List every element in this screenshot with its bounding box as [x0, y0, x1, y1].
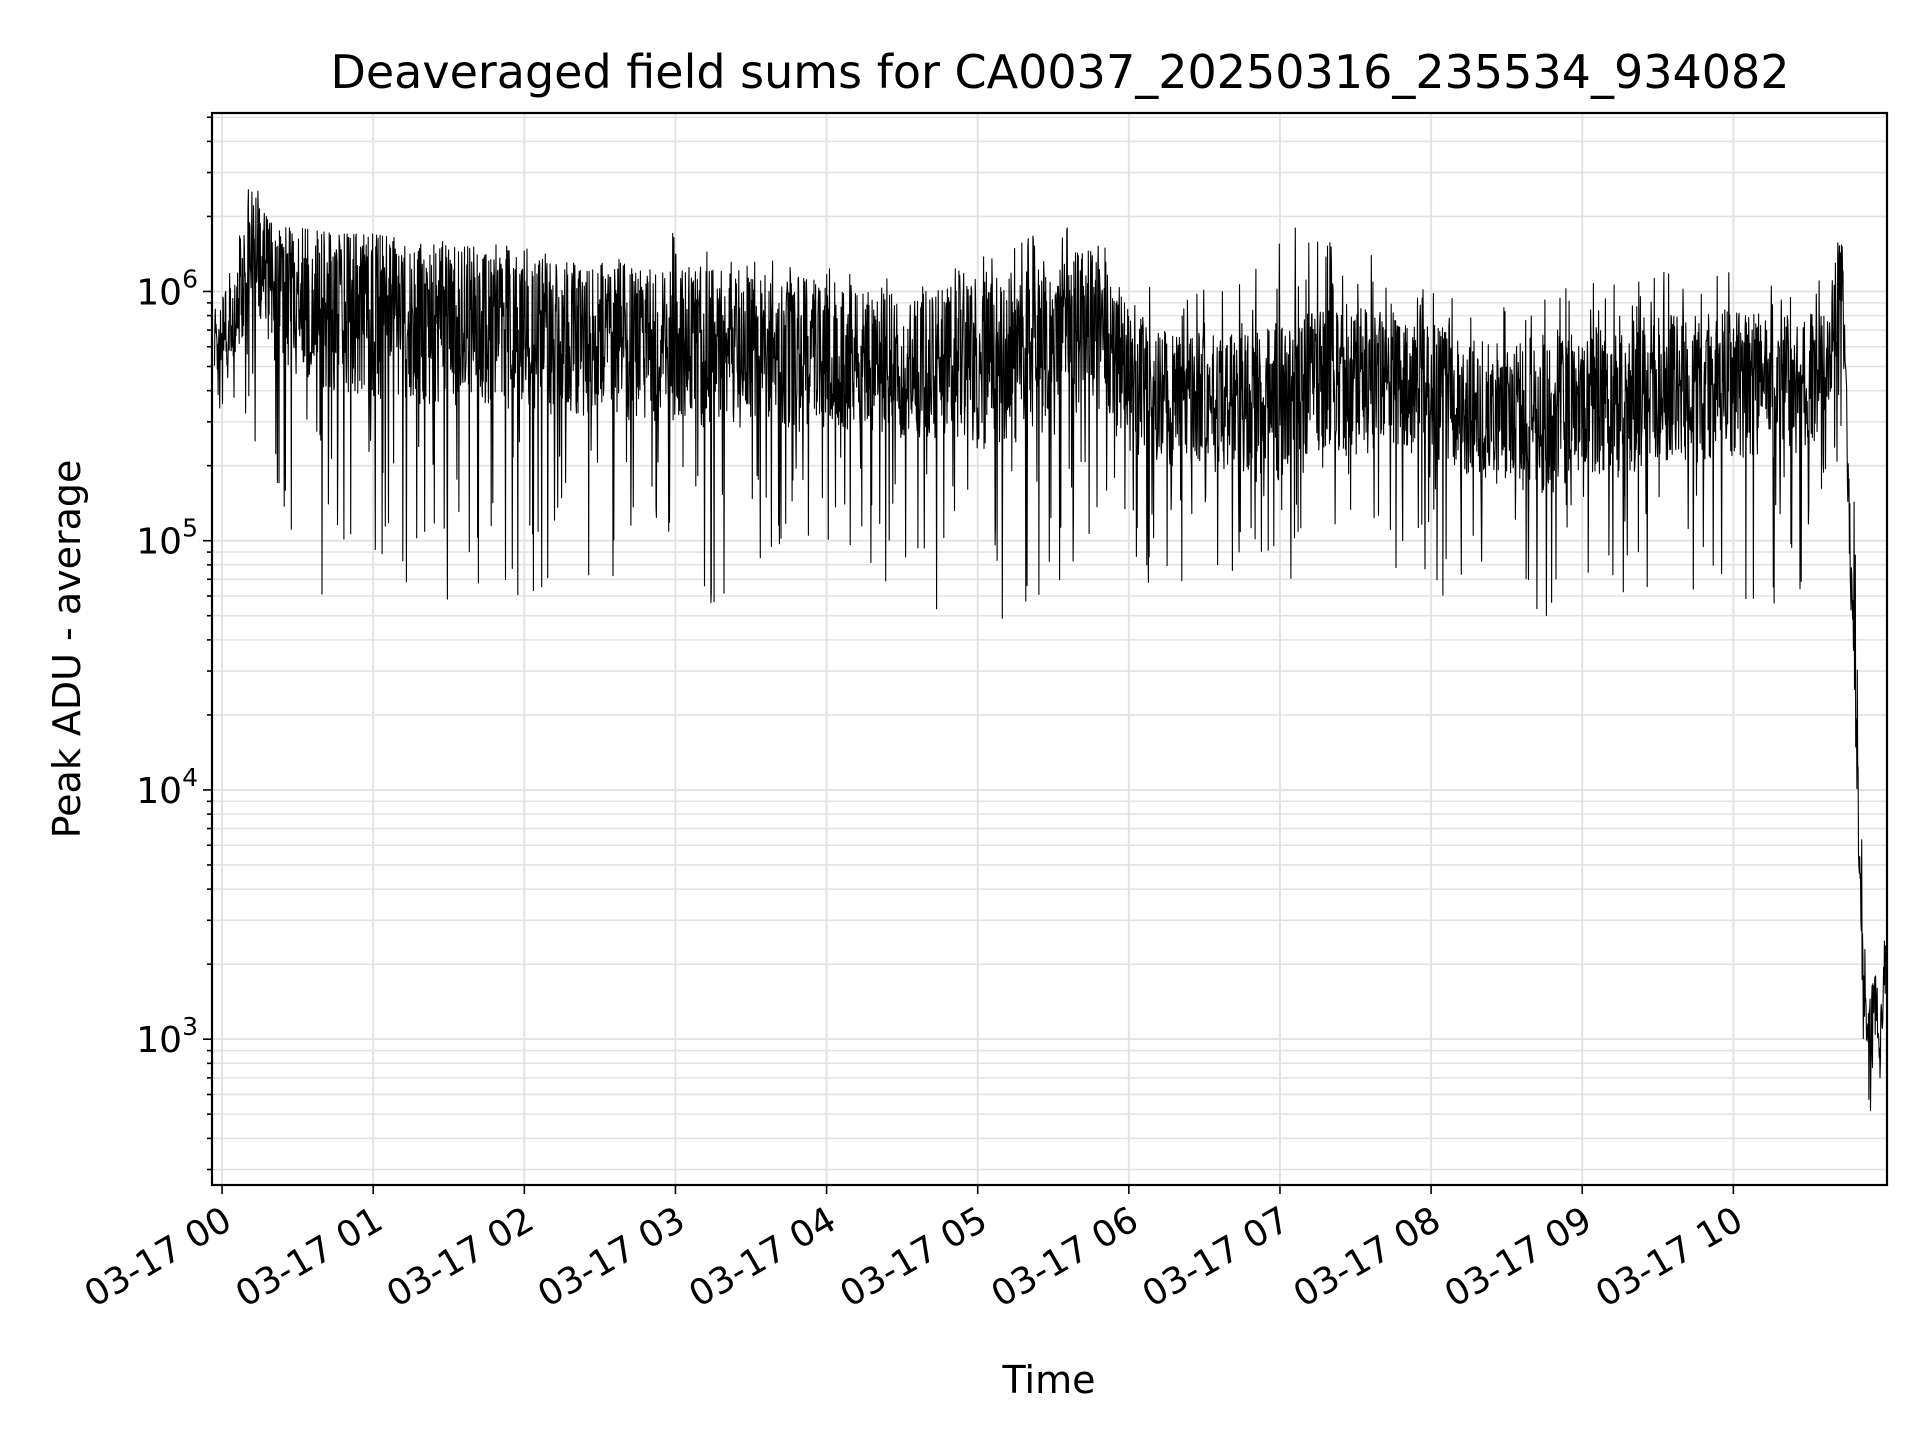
x-tick-label: 03-17 05 — [834, 1199, 995, 1315]
y-tick-label: 106 — [136, 264, 198, 313]
x-tick-label: 03-17 06 — [985, 1199, 1146, 1315]
x-tick-label: 03-17 03 — [531, 1199, 692, 1315]
series-line — [213, 189, 1887, 1112]
x-tick-label: 03-17 02 — [380, 1199, 541, 1315]
x-tick-label: 03-17 00 — [78, 1199, 239, 1315]
y-axis-label: Peak ADU - average — [45, 460, 89, 839]
x-tick-label: 03-17 10 — [1589, 1199, 1750, 1315]
y-tick-label: 103 — [136, 1012, 198, 1061]
y-tick-label: 105 — [136, 514, 198, 563]
x-tick-label: 03-17 07 — [1136, 1199, 1297, 1315]
chart-title: Deaveraged field sums for CA0037_2025031… — [330, 45, 1789, 99]
x-tick-label: 03-17 01 — [229, 1199, 390, 1315]
data-layer — [213, 189, 1887, 1112]
x-tick-label: 03-17 08 — [1287, 1199, 1448, 1315]
grid-layer — [212, 113, 1887, 1185]
plot-frame — [210, 111, 1889, 1187]
x-tick-label: 03-17 09 — [1438, 1199, 1599, 1315]
x-axis-label: Time — [1002, 1358, 1096, 1402]
y-axis: 103 104 105 106 — [136, 116, 212, 1171]
x-tick-label: 03-17 04 — [682, 1199, 843, 1315]
y-tick-label: 104 — [136, 763, 198, 812]
